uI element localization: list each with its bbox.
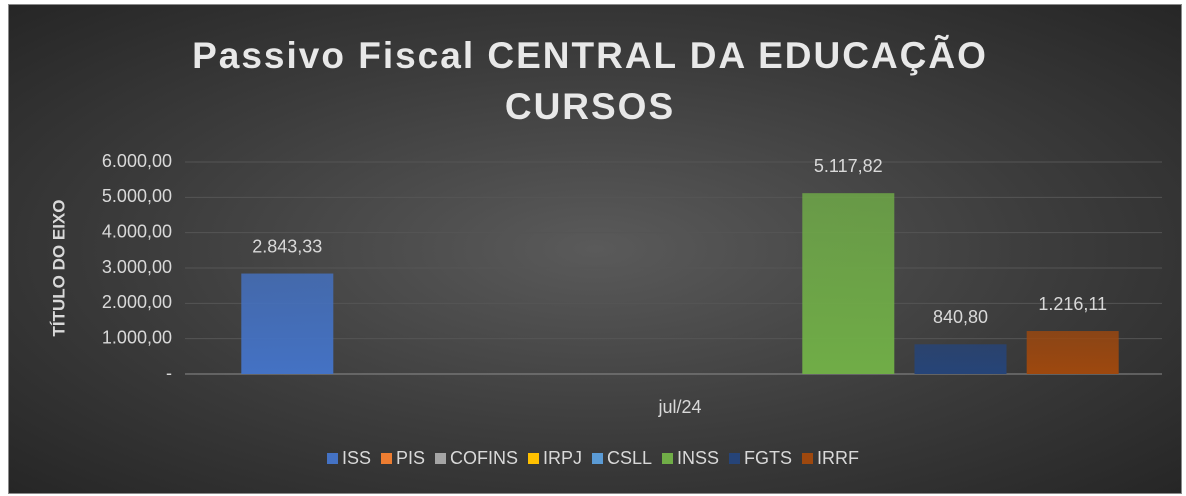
legend: ISS PIS COFINS IRPJ CSLL INSS FGTS IRRF [0, 448, 1186, 469]
data-label: 1.216,11 [1038, 294, 1107, 314]
bar [1026, 331, 1119, 374]
legend-item: IRRF [802, 448, 859, 469]
legend-swatch [662, 453, 674, 464]
y-tick-label: 6.000,00 [102, 151, 172, 171]
y-axis-title: TÍTULO DO EIXO [49, 200, 68, 337]
y-tick-label: 3.000,00 [102, 257, 172, 277]
y-tick-label: 4.000,00 [102, 221, 172, 241]
legend-swatch [326, 453, 338, 464]
legend-label: ISS [341, 448, 371, 468]
legend-label: COFINS [449, 448, 518, 468]
legend-label: INSS [677, 448, 720, 468]
data-label: 840,80 [933, 307, 988, 327]
legend-swatch [527, 453, 539, 464]
legend-swatch [592, 453, 603, 464]
y-tick-label: 2.000,00 [102, 292, 172, 312]
bar [802, 193, 895, 374]
data-label: 5.117,82 [814, 156, 883, 176]
bar [914, 344, 1007, 374]
legend-item: COFINS [434, 448, 518, 469]
data-label: 2.843,33 [252, 236, 322, 256]
bar [241, 273, 334, 374]
legend-label: CSLL [607, 448, 653, 468]
legend-item: FGTS [729, 448, 792, 469]
legend-item: CSLL [592, 448, 652, 469]
legend-label: FGTS [744, 448, 793, 468]
legend-label: PIS [395, 448, 425, 468]
legend-swatch [434, 453, 446, 464]
legend-item: IRPJ [527, 448, 582, 469]
legend-item: PIS [380, 448, 425, 469]
chart-area [8, 4, 1182, 494]
legend-item: ISS [326, 448, 371, 469]
y-tick-label: - [166, 363, 172, 383]
x-tick-label: jul/24 [657, 397, 701, 417]
y-tick-label: 5.000,00 [102, 186, 172, 206]
legend-swatch [380, 453, 392, 464]
legend-swatch [729, 453, 741, 464]
y-tick-label: 1.000,00 [102, 327, 172, 347]
chart-title: Passivo Fiscal CENTRAL DA EDUCAÇÃO CURSO… [192, 35, 988, 127]
legend-label: IRPJ [542, 448, 582, 468]
legend-item: INSS [662, 448, 719, 469]
legend-label: IRRF [817, 448, 860, 468]
legend-swatch [802, 453, 814, 464]
